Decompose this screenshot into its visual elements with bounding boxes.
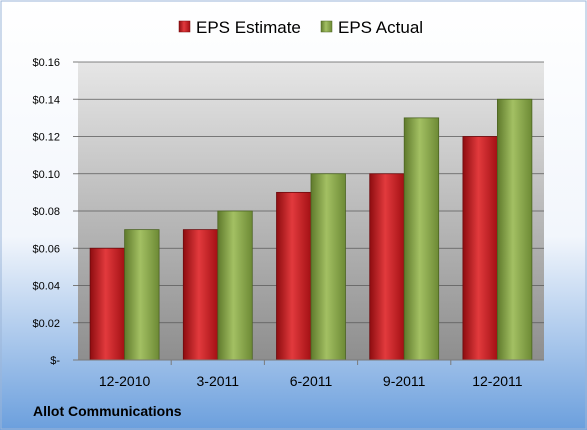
bar-estimate <box>182 229 219 361</box>
bar-estimate <box>276 191 312 361</box>
bar-actual <box>217 210 253 361</box>
x-tick-label: 6-2011 <box>290 373 333 389</box>
y-tick-label: $0.14 <box>32 94 60 106</box>
bar-estimate <box>89 247 125 361</box>
y-tick-label: $0.12 <box>32 132 60 144</box>
legend-swatch-estimate <box>178 20 191 33</box>
x-tick-label: 9-2011 <box>383 373 426 389</box>
company-name: Allot Communications <box>33 403 182 419</box>
y-axis-ticks: $- $0.02 $0.04 $0.06 $0.08 $0.10 $0.12 $0.14 $0.… <box>32 57 78 367</box>
bar-actual <box>496 98 533 361</box>
bar-actual <box>403 117 440 361</box>
y-tick-label: $0.16 <box>32 57 60 69</box>
legend-swatch-actual <box>320 20 333 33</box>
y-tick-label: $0.10 <box>32 169 60 181</box>
x-tick-label: 3-2011 <box>197 373 240 389</box>
bar-actual <box>124 229 160 361</box>
y-tick-label: $0.04 <box>32 281 60 293</box>
bar-estimate <box>462 136 498 361</box>
y-tick-label: $- <box>50 355 60 367</box>
x-axis-ticks: 12-2010 3-2011 6-2011 9-2011 12-2011 <box>99 360 523 389</box>
y-tick-label: $0.08 <box>32 206 60 218</box>
y-tick-label: $0.06 <box>32 243 60 255</box>
bar-estimate <box>369 173 405 361</box>
bar-actual <box>310 173 346 361</box>
x-tick-label: 12-2010 <box>99 373 151 389</box>
legend: EPS Estimate EPS Actual <box>178 18 423 37</box>
bars <box>89 98 533 361</box>
x-tick-label: 12-2011 <box>472 373 523 389</box>
legend-label-actual: EPS Actual <box>338 18 423 37</box>
y-tick-label: $0.02 <box>32 318 60 330</box>
legend-label-estimate: EPS Estimate <box>196 18 301 37</box>
